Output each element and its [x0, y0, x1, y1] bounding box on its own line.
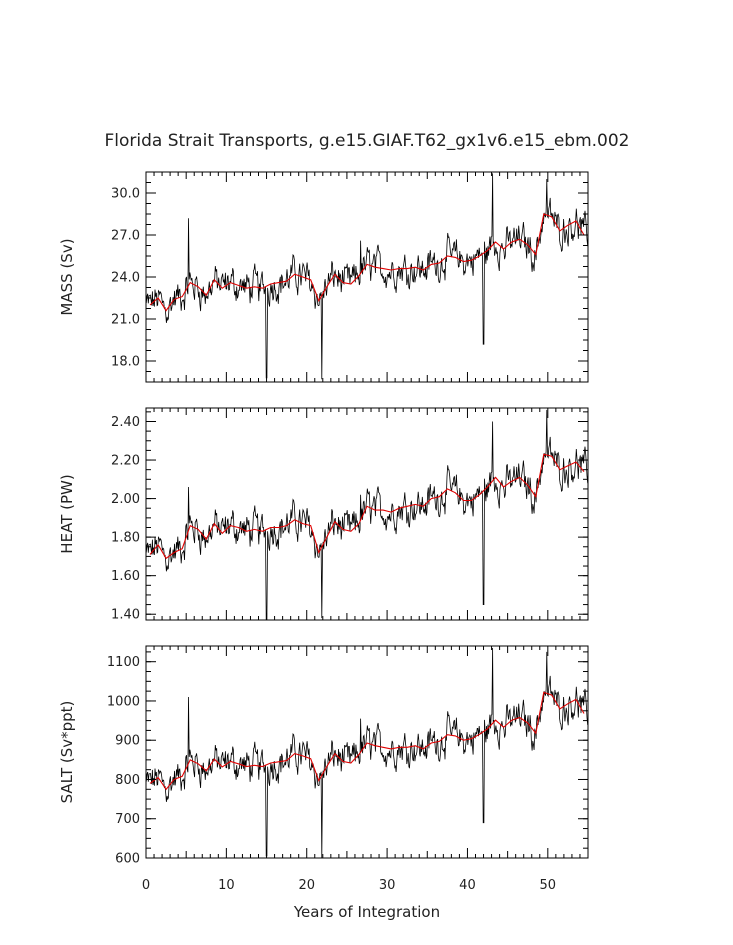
heat-ytick-label: 1.40	[111, 608, 140, 623]
heat-panel-frame	[145, 407, 589, 621]
mass-ytick-label: 24.0	[111, 271, 140, 286]
salt-panel-frame	[145, 645, 589, 859]
x-tick-labels: 0 10 20 30 40 50	[142, 878, 556, 893]
salt-ytick-label: 800	[115, 773, 140, 788]
heat-ylabel: HEAT (PW)	[58, 474, 76, 553]
heat-ytick-label: 2.20	[111, 454, 140, 469]
mass-annual-mean-series	[149, 213, 585, 312]
x-tick-label: 10	[218, 878, 235, 893]
x-axis-label: Years of Integration	[293, 903, 440, 921]
salt-annual-mean-series	[149, 691, 585, 791]
salt-ytick-label: 700	[115, 812, 140, 827]
heat-ytick-label: 1.60	[111, 569, 140, 584]
heat-panel: 1.40 1.60 1.80 2.00 2.20 2.40 HEAT (PW)	[58, 407, 589, 623]
salt-ytick-label: 900	[115, 734, 140, 749]
x-tick-label: 0	[142, 878, 150, 893]
mass-monthly-series	[145, 173, 589, 380]
chart-title: Florida Strait Transports, g.e15.GIAF.T6…	[105, 131, 630, 151]
mass-panel-frame	[145, 171, 589, 383]
heat-monthly-series	[145, 409, 589, 621]
salt-ytick-label: 1100	[107, 655, 140, 670]
heat-ytick-label: 1.80	[111, 531, 140, 546]
mass-ylabel: MASS (Sv)	[58, 238, 76, 315]
heat-ytick-label: 2.40	[111, 415, 140, 430]
mass-ytick-label: 30.0	[111, 187, 140, 202]
mass-ytick-label: 18.0	[111, 355, 140, 370]
salt-monthly-series	[145, 647, 589, 859]
x-tick-label: 50	[540, 878, 557, 893]
mass-ytick-label: 21.0	[111, 313, 140, 328]
x-tick-label: 30	[379, 878, 396, 893]
x-tick-label: 20	[298, 878, 315, 893]
heat-annual-mean-series	[149, 453, 585, 560]
salt-ytick-label: 1000	[107, 694, 140, 709]
mass-panel: 18.0 21.0 24.0 27.0 30.0 MASS (Sv)	[58, 171, 589, 383]
salt-ylabel: SALT (Sv*ppt)	[58, 701, 76, 804]
x-tick-label: 40	[459, 878, 476, 893]
mass-ytick-label: 27.0	[111, 229, 140, 244]
salt-panel: 600 700 800 900 1000 1100 SALT (Sv*ppt)	[58, 645, 589, 867]
salt-ytick-label: 600	[115, 852, 140, 867]
heat-ytick-label: 2.00	[111, 492, 140, 507]
